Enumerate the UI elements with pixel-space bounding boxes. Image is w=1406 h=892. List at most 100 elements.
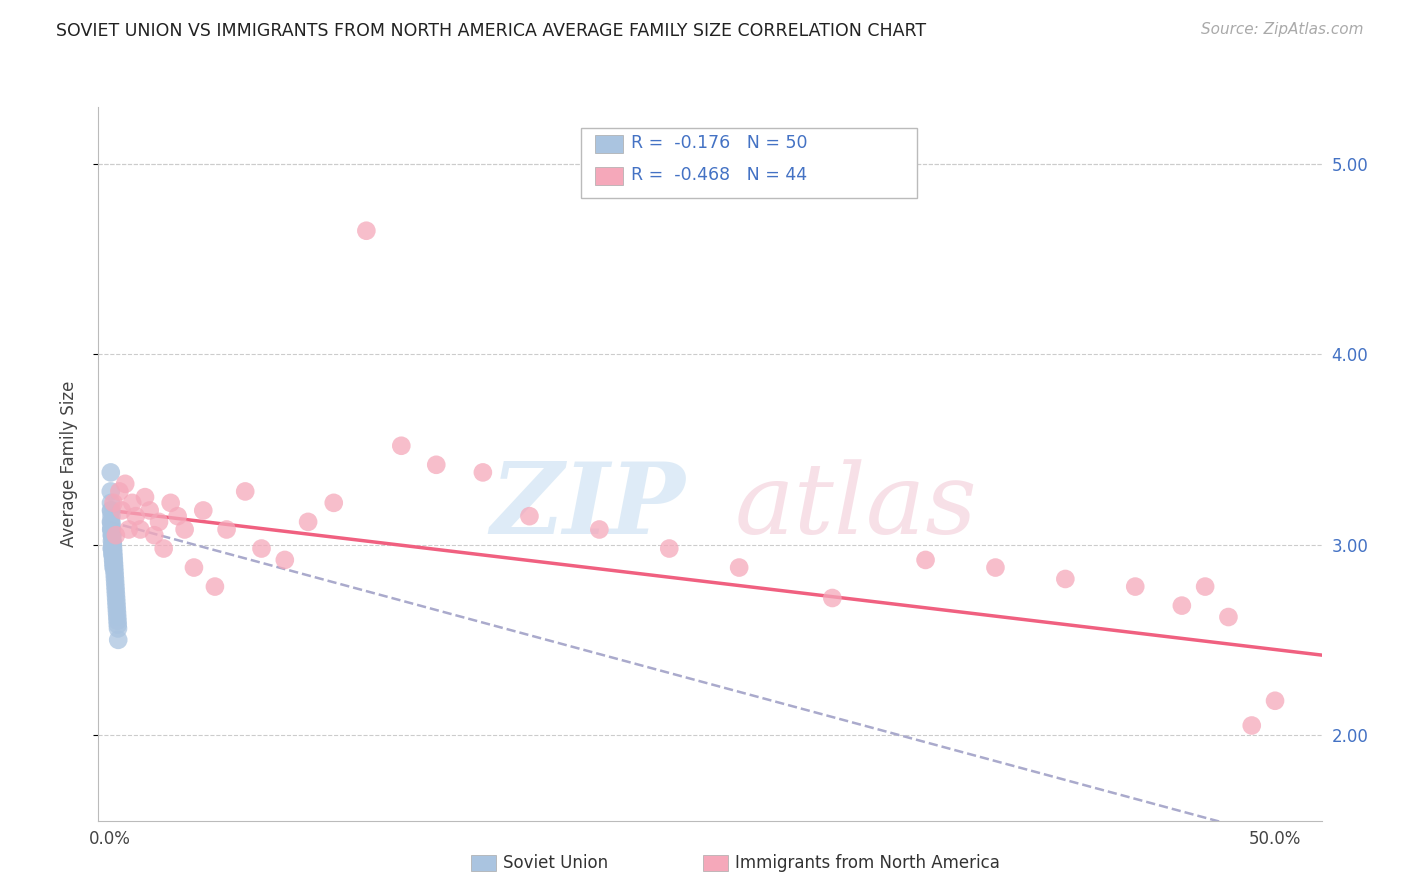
Point — [100, 541, 122, 556]
Point — [101, 538, 124, 552]
Point — [183, 560, 205, 574]
Point — [1123, 580, 1146, 594]
Point — [114, 476, 136, 491]
Point — [111, 503, 134, 517]
Point — [274, 553, 297, 567]
Point — [1054, 572, 1077, 586]
Point — [471, 466, 494, 480]
Text: SOVIET UNION VS IMMIGRANTS FROM NORTH AMERICA AVERAGE FAMILY SIZE CORRELATION CH: SOVIET UNION VS IMMIGRANTS FROM NORTH AM… — [56, 22, 927, 40]
Point — [152, 541, 174, 556]
Point — [100, 496, 122, 510]
Point — [105, 610, 128, 624]
Point — [1218, 610, 1240, 624]
Point — [193, 503, 215, 517]
Point — [250, 541, 273, 556]
Point — [107, 617, 129, 632]
Point — [143, 528, 166, 542]
Point — [103, 549, 125, 563]
Point — [100, 509, 122, 524]
Point — [107, 614, 129, 628]
Point — [1264, 694, 1286, 708]
Point — [101, 541, 124, 556]
Point — [105, 599, 128, 613]
Point — [105, 591, 128, 605]
Point — [138, 503, 160, 517]
Point — [233, 484, 256, 499]
Point — [588, 523, 610, 537]
Point — [100, 466, 122, 480]
Point — [103, 553, 125, 567]
Point — [103, 496, 125, 510]
Point — [103, 560, 125, 574]
Point — [148, 515, 170, 529]
Point — [129, 523, 152, 537]
Point — [297, 515, 319, 529]
Point — [204, 580, 226, 594]
Point — [101, 523, 124, 537]
Text: R =  -0.176   N = 50: R = -0.176 N = 50 — [631, 134, 808, 152]
Point — [100, 523, 122, 537]
Point — [984, 560, 1007, 574]
Point — [103, 565, 125, 579]
Point — [101, 541, 124, 556]
Text: R =  -0.468   N = 44: R = -0.468 N = 44 — [631, 166, 807, 184]
Point — [100, 515, 122, 529]
Point — [101, 533, 124, 548]
Point — [101, 538, 124, 552]
Point — [101, 533, 124, 548]
Point — [107, 622, 129, 636]
Point — [100, 528, 122, 542]
Point — [100, 523, 122, 537]
Text: Immigrants from North America: Immigrants from North America — [735, 854, 1000, 871]
Point — [159, 496, 181, 510]
Point — [103, 560, 125, 574]
Point — [105, 595, 128, 609]
Point — [821, 591, 844, 605]
Point — [425, 458, 447, 472]
Point — [107, 632, 129, 647]
Point — [100, 518, 122, 533]
Point — [356, 224, 378, 238]
Point — [1240, 718, 1263, 732]
Point — [103, 557, 125, 571]
Point — [103, 557, 125, 571]
Point — [104, 575, 127, 590]
Point — [104, 587, 127, 601]
Point — [105, 606, 128, 620]
Point — [173, 523, 195, 537]
Point — [389, 439, 412, 453]
Text: Soviet Union: Soviet Union — [503, 854, 609, 871]
Point — [658, 541, 681, 556]
Point — [108, 484, 131, 499]
Point — [101, 528, 124, 542]
Point — [104, 583, 127, 598]
Point — [134, 490, 156, 504]
Point — [105, 602, 128, 616]
Point — [118, 523, 141, 537]
Point — [125, 509, 148, 524]
Point — [104, 572, 127, 586]
Text: atlas: atlas — [734, 459, 977, 554]
Point — [103, 545, 125, 559]
Point — [101, 545, 124, 559]
Point — [166, 509, 188, 524]
Point — [100, 484, 122, 499]
Point — [322, 496, 344, 510]
Point — [101, 549, 124, 563]
Text: ZIP: ZIP — [491, 458, 686, 555]
Text: Source: ZipAtlas.com: Source: ZipAtlas.com — [1201, 22, 1364, 37]
Point — [101, 528, 124, 542]
Point — [1194, 580, 1216, 594]
Point — [104, 568, 127, 582]
Point — [101, 553, 124, 567]
Point — [215, 523, 238, 537]
Point — [1171, 599, 1194, 613]
Point — [104, 528, 127, 542]
Point — [100, 515, 122, 529]
Point — [121, 496, 143, 510]
Point — [104, 580, 127, 594]
Point — [728, 560, 751, 574]
Point — [519, 509, 541, 524]
Point — [100, 503, 122, 517]
Point — [101, 547, 124, 561]
